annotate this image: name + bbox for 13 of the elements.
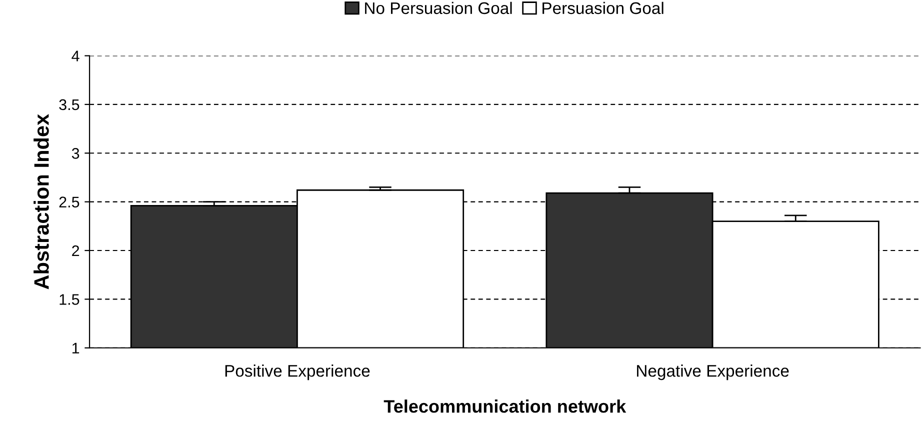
y-axis-title: Abstraction Index: [34, 114, 49, 290]
y-tick-label: 1.5: [60, 294, 80, 305]
y-tick-label: 1: [72, 342, 80, 354]
y-tick-label: 2: [72, 245, 80, 256]
legend-label: Persuasion Goal: [542, 2, 664, 14]
x-tick-label: Negative Experience: [637, 364, 789, 380]
y-tick-label: 3.5: [59, 99, 80, 110]
y-tick-label: 2.5: [59, 196, 80, 208]
x-axis-title: Telecommunication network: [384, 400, 626, 413]
legend-label: No Persuasion Goal: [365, 2, 512, 14]
y-tick-label: 4: [72, 50, 80, 62]
x-tick-label: Positive Experience: [225, 364, 370, 380]
y-tick-label: 3: [72, 148, 80, 159]
